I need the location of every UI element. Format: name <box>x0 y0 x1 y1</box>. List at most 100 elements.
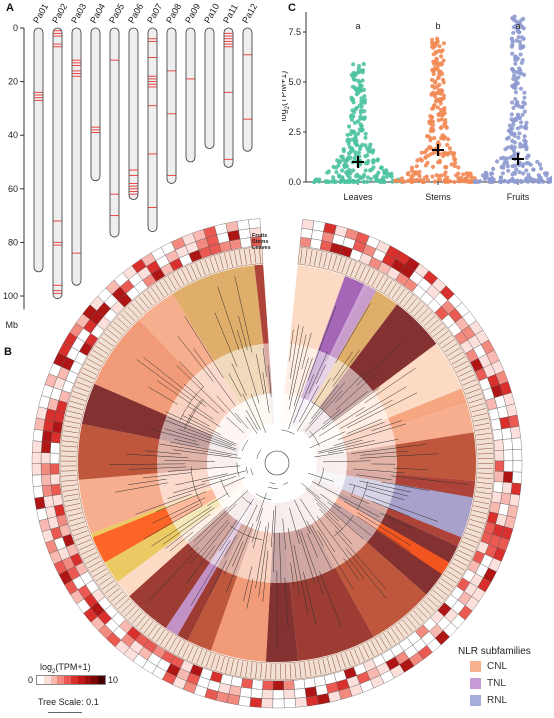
c-data-point <box>363 135 368 140</box>
heatmap-cell <box>500 492 512 506</box>
tip-label <box>114 595 126 606</box>
c-data-point <box>414 164 419 169</box>
heatmap-cell <box>40 452 51 464</box>
heatmap-cell <box>239 237 252 249</box>
ideogram-chromosomes: Pa01 Pa02 Pa03 Pa04 Pa05 Pa06 Pa07 Pa08 Pa09 Pa10… <box>31 2 259 300</box>
c-data-point <box>358 83 363 88</box>
tree-branch <box>294 499 311 535</box>
tip-label <box>167 276 176 290</box>
c-data-point <box>353 135 358 141</box>
c-data-point <box>532 178 537 183</box>
tree-arc <box>220 478 230 498</box>
y-tick-label: 0 <box>13 23 18 33</box>
tip-label <box>433 327 446 337</box>
tip-label <box>380 277 389 291</box>
tree-branch <box>332 349 360 387</box>
tree-branch <box>224 504 258 575</box>
tip-label <box>308 661 312 677</box>
c-data-point <box>433 79 438 84</box>
heatmap-cell <box>294 697 308 708</box>
c-significance-label: a <box>515 21 520 31</box>
c-data-point <box>515 126 520 131</box>
tip-label <box>101 337 114 347</box>
c-data-point <box>444 177 449 182</box>
tree-branch <box>300 498 336 553</box>
tip-label <box>477 442 493 445</box>
tip-label <box>476 437 492 441</box>
c-data-point <box>382 179 387 184</box>
chromosome-pa08: Pa08 <box>164 2 183 184</box>
tip-label <box>469 519 485 524</box>
tip-label <box>423 315 436 327</box>
c-data-point <box>489 176 494 181</box>
y-tick-label: 20 <box>8 77 18 87</box>
tip-label <box>395 288 406 302</box>
tip-label <box>164 634 173 648</box>
c-data-point <box>414 171 419 176</box>
chromosome-body <box>166 27 177 184</box>
chromosome-body <box>223 27 234 168</box>
tip-label <box>477 477 493 479</box>
c-data-point <box>406 171 411 176</box>
tree-branch <box>303 571 317 626</box>
c-data-point <box>441 154 446 159</box>
tree-arc <box>179 386 204 421</box>
c-data-point <box>353 87 358 92</box>
c-data-point <box>348 179 353 184</box>
tree-branch <box>236 329 260 404</box>
c-data-point <box>441 41 446 46</box>
tree-branch <box>245 410 259 431</box>
tip-label <box>80 372 95 380</box>
heatmap-cell <box>305 695 319 707</box>
tip-label <box>402 619 413 632</box>
tree-branch <box>135 493 192 515</box>
tree-branch <box>200 521 230 558</box>
c-data-point <box>350 84 355 89</box>
tip-label <box>68 516 84 522</box>
tree-branch <box>246 578 254 609</box>
heatmap-cell <box>510 426 521 439</box>
c-data-point <box>441 96 446 101</box>
tree-branch <box>305 488 364 540</box>
heatmap-cell <box>503 449 514 462</box>
c-data-point <box>371 165 376 170</box>
c-data-point <box>511 76 516 81</box>
cnl-swatch <box>470 661 481 672</box>
tree-branch <box>187 506 228 542</box>
tip-label <box>73 391 88 397</box>
c-data-point <box>436 76 441 81</box>
tip-label <box>234 251 238 267</box>
tip-label <box>62 484 78 487</box>
tip-label <box>210 654 216 669</box>
tip-label <box>294 663 297 679</box>
tip-label <box>359 265 366 280</box>
tip-label <box>70 521 85 527</box>
subfamily-cnl: CNL <box>470 661 507 672</box>
heatmap-cell <box>509 493 521 507</box>
c-data-point <box>361 87 366 92</box>
c-data-point <box>333 179 338 184</box>
tree-branch <box>224 535 237 558</box>
c-data-point <box>362 109 367 114</box>
tip-label <box>477 482 493 485</box>
chromosome-body <box>128 27 139 200</box>
tip-label <box>370 640 379 654</box>
tip-label <box>104 584 117 594</box>
tree-branch <box>173 449 241 459</box>
tip-label <box>327 254 333 269</box>
tree-arc <box>269 482 276 484</box>
tip-label <box>104 333 117 343</box>
chromosome-body <box>52 27 63 300</box>
c-data-point <box>430 174 435 179</box>
tip-label <box>449 352 463 361</box>
c-data-point <box>510 42 515 47</box>
tree-branch <box>293 544 309 614</box>
tip-label <box>398 622 409 635</box>
c-data-point <box>429 92 434 97</box>
tip-label <box>132 612 143 624</box>
c-data-point <box>428 114 433 119</box>
tip-label <box>473 505 489 510</box>
tip-label <box>323 252 328 268</box>
c-data-point <box>347 124 352 129</box>
tree-branch <box>201 470 247 483</box>
